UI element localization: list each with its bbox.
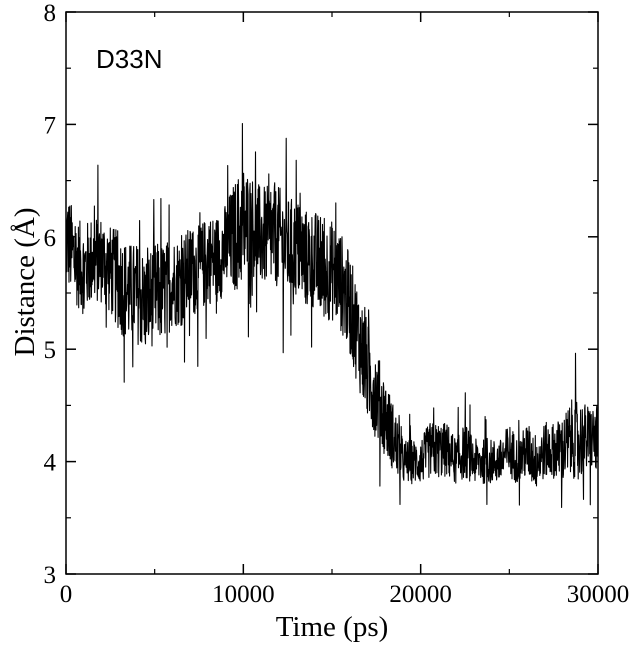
- distance-trace: [65, 122, 599, 509]
- x-axis-ticks: [65, 12, 599, 574]
- x-tick-label: 10000: [212, 581, 275, 608]
- mutant-annotation: D33N: [96, 44, 162, 74]
- y-axis-tick-labels: 3 4 5 6 7 8: [44, 0, 57, 589]
- y-tick-label: 6: [44, 225, 57, 252]
- x-axis-title: Time (ps): [276, 611, 389, 643]
- y-tick-label: 8: [44, 0, 57, 27]
- y-axis-title: Distance (Å): [9, 208, 41, 357]
- y-tick-label: 3: [44, 562, 57, 589]
- plot-area: [65, 11, 599, 575]
- x-tick-label: 20000: [389, 581, 452, 608]
- distance-series-line: [65, 122, 599, 509]
- x-tick-label: 30000: [567, 581, 630, 608]
- x-tick-label: 0: [60, 581, 73, 608]
- y-tick-label: 4: [44, 450, 57, 477]
- x-axis-tick-labels: 0 10000 20000 30000: [60, 581, 630, 608]
- y-tick-label: 5: [44, 337, 57, 364]
- y-axis-ticks: [66, 11, 598, 575]
- y-tick-label: 7: [44, 112, 57, 139]
